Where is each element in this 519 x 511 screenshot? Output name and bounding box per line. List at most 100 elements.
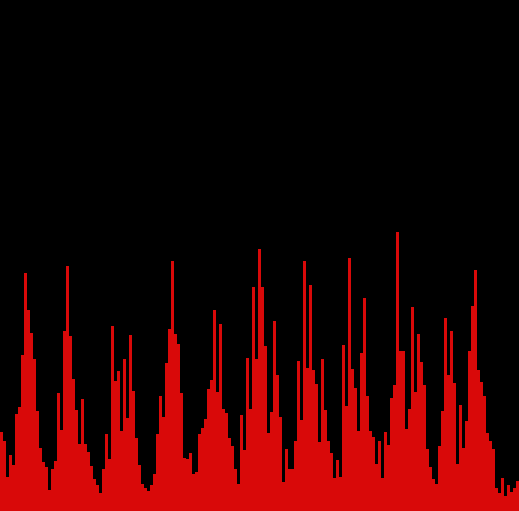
bar: [420, 362, 423, 511]
bar: [456, 464, 459, 511]
bar: [474, 270, 477, 511]
bar: [270, 412, 273, 511]
bar: [96, 485, 99, 511]
bar: [315, 384, 318, 511]
bar: [444, 318, 447, 511]
bar: [339, 477, 342, 511]
bar: [141, 484, 144, 511]
bar: [405, 429, 408, 511]
bar: [288, 469, 291, 511]
bar: [183, 458, 186, 511]
bar: [147, 491, 150, 511]
bar: [468, 351, 471, 511]
bar: [60, 430, 63, 511]
bar: [366, 396, 369, 511]
bar: [33, 359, 36, 511]
bar: [336, 460, 339, 511]
bar: [243, 450, 246, 511]
bar: [159, 396, 162, 511]
bar: [432, 479, 435, 511]
bar: [510, 492, 513, 511]
bar: [483, 396, 486, 511]
bar: [15, 414, 18, 511]
bar: [180, 393, 183, 511]
bar: [51, 469, 54, 511]
bar: [414, 392, 417, 511]
bar: [222, 409, 225, 511]
bar: [252, 287, 255, 511]
bar: [300, 420, 303, 511]
bar: [255, 359, 258, 511]
bar: [312, 370, 315, 511]
bar: [375, 464, 378, 511]
bar: [399, 351, 402, 511]
bar: [294, 441, 297, 511]
bar: [228, 438, 231, 511]
bar: [363, 298, 366, 511]
bar: [111, 326, 114, 511]
bar: [351, 369, 354, 511]
bar: [303, 261, 306, 511]
bar: [393, 385, 396, 511]
bar: [342, 345, 345, 511]
bar: [297, 361, 300, 511]
bar: [507, 485, 510, 511]
bar: [24, 273, 27, 511]
bar: [117, 371, 120, 511]
bar: [318, 442, 321, 511]
bar: [285, 449, 288, 511]
bar: [18, 407, 21, 511]
bar: [348, 258, 351, 511]
waveform-chart: [0, 0, 519, 511]
bar: [231, 446, 234, 511]
bar: [447, 375, 450, 511]
bar: [438, 446, 441, 511]
bar: [387, 445, 390, 511]
bar: [198, 434, 201, 511]
bar: [102, 469, 105, 511]
bar: [54, 461, 57, 511]
bar: [210, 380, 213, 511]
bar: [114, 381, 117, 511]
bar: [381, 478, 384, 511]
bar: [21, 355, 24, 511]
bar: [126, 418, 129, 511]
bar: [186, 459, 189, 511]
bar: [225, 413, 228, 511]
bar: [402, 351, 405, 511]
bar: [309, 285, 312, 511]
bar: [408, 409, 411, 511]
bar: [153, 474, 156, 511]
bar: [12, 465, 15, 511]
bar: [411, 307, 414, 511]
bar: [36, 411, 39, 511]
bar: [240, 415, 243, 511]
bar: [513, 488, 516, 511]
bar: [66, 266, 69, 511]
bar: [417, 334, 420, 511]
bar: [330, 453, 333, 511]
bar: [84, 444, 87, 511]
bar: [426, 449, 429, 511]
bar: [90, 466, 93, 511]
bar: [378, 441, 381, 511]
bar: [165, 363, 168, 511]
bar: [63, 331, 66, 511]
bar: [471, 306, 474, 511]
bar: [267, 433, 270, 511]
waveform-svg: [0, 0, 519, 511]
bar: [207, 389, 210, 511]
bar: [189, 453, 192, 511]
bar: [39, 448, 42, 511]
bar: [69, 336, 72, 511]
bar: [72, 379, 75, 511]
bar: [168, 329, 171, 511]
bar: [492, 449, 495, 511]
bar: [504, 496, 507, 511]
bar: [132, 391, 135, 511]
bar: [234, 469, 237, 511]
bar: [372, 437, 375, 511]
bar: [333, 478, 336, 511]
bar: [495, 488, 498, 511]
bar: [384, 432, 387, 511]
